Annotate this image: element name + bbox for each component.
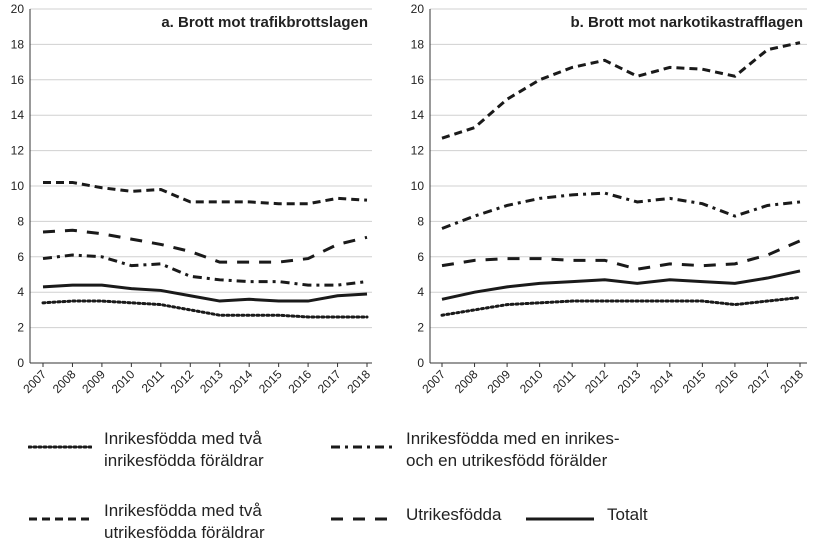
series-line <box>42 228 368 264</box>
series-line <box>43 180 368 206</box>
y-tick-label: 0 <box>417 356 424 370</box>
y-tick-label: 18 <box>11 37 25 51</box>
x-tick-label: 2018 <box>344 367 373 396</box>
y-tick-label: 12 <box>11 144 25 158</box>
x-tick-label: 2007 <box>20 367 49 396</box>
series-line <box>42 253 368 287</box>
x-tick-label: 2008 <box>50 367 79 396</box>
x-tick-label: 2017 <box>745 367 774 396</box>
y-tick-label: 20 <box>411 2 425 16</box>
x-tick-label: 2011 <box>139 367 167 395</box>
series-line <box>441 239 801 271</box>
x-tick-label: 2010 <box>517 367 546 396</box>
x-tick-label: 2010 <box>109 367 138 396</box>
legend-label: Inrikesfödda med en inrikes- och en utri… <box>406 429 620 470</box>
x-tick-label: 2012 <box>582 367 611 396</box>
chart-title: a. Brott mot trafikbrottslagen <box>161 14 368 31</box>
x-tick-label: 2015 <box>256 367 285 396</box>
legend-swatch <box>331 517 393 521</box>
legend-swatch <box>28 445 92 449</box>
y-tick-label: 10 <box>11 179 25 193</box>
x-tick-label: 2013 <box>197 367 226 396</box>
y-tick-label: 14 <box>411 108 425 122</box>
x-tick-label: 2014 <box>647 367 676 396</box>
x-tick-label: 2018 <box>777 367 806 396</box>
y-tick-label: 20 <box>11 2 25 16</box>
legend-label: Utrikesfödda <box>406 505 502 524</box>
legend-label: Inrikesfödda med två utrikesfödda föräld… <box>104 501 265 542</box>
y-tick-label: 16 <box>411 73 425 87</box>
legend-swatch <box>526 517 594 521</box>
legend-label: Inrikesfödda med två inrikesfödda föräld… <box>104 429 264 470</box>
y-tick-label: 14 <box>11 108 25 122</box>
series-line <box>441 191 801 230</box>
x-tick-label: 2009 <box>484 367 513 396</box>
chart-title: b. Brott mot narkotikastrafflagen <box>570 14 803 31</box>
y-tick-label: 6 <box>17 250 24 264</box>
x-tick-label: 2017 <box>315 367 344 396</box>
y-tick-label: 2 <box>417 321 424 335</box>
legend-swatch <box>331 445 393 449</box>
x-tick-label: 2007 <box>419 367 448 396</box>
y-tick-label: 16 <box>11 73 25 87</box>
y-tick-label: 12 <box>411 144 425 158</box>
y-tick-label: 4 <box>417 285 424 299</box>
series-line <box>41 299 369 319</box>
series-line <box>441 41 801 140</box>
x-tick-label: 2012 <box>168 367 197 396</box>
y-tick-label: 18 <box>411 37 425 51</box>
legend-swatch <box>29 517 91 521</box>
series-line <box>42 283 368 303</box>
x-tick-label: 2011 <box>550 367 578 395</box>
y-tick-label: 6 <box>417 250 424 264</box>
x-tick-label: 2016 <box>285 367 314 396</box>
y-tick-label: 0 <box>17 356 24 370</box>
x-tick-label: 2008 <box>452 367 481 396</box>
y-tick-label: 2 <box>17 321 24 335</box>
y-tick-label: 10 <box>411 179 425 193</box>
y-tick-label: 8 <box>17 214 24 228</box>
x-tick-label: 2009 <box>79 367 108 396</box>
x-tick-label: 2015 <box>680 367 709 396</box>
series-line <box>440 296 802 317</box>
legend-label: Totalt <box>607 505 648 524</box>
series-line <box>441 269 801 301</box>
x-tick-label: 2014 <box>227 367 256 396</box>
x-tick-label: 2013 <box>615 367 644 396</box>
x-tick-label: 2016 <box>712 367 741 396</box>
y-tick-label: 8 <box>417 214 424 228</box>
y-tick-label: 4 <box>17 285 24 299</box>
